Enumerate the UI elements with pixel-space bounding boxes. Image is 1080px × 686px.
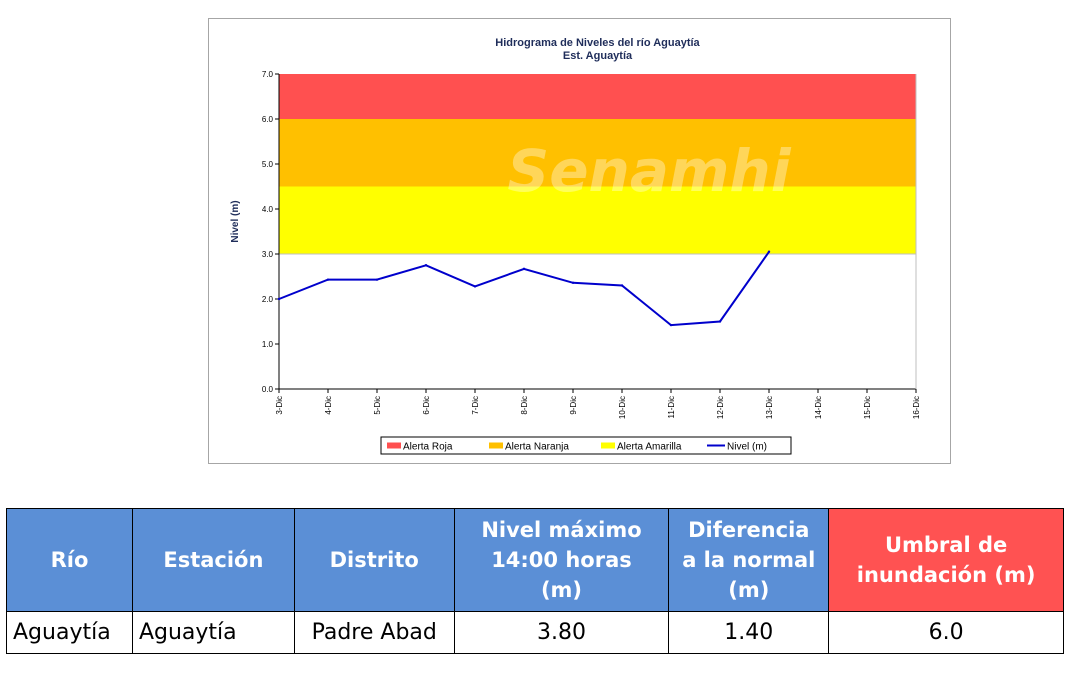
header-dif-line2: a la normal	[682, 548, 816, 572]
header-rio-text: Río	[50, 548, 89, 572]
data-point	[277, 297, 281, 301]
x-tick-label: 11-Dic	[667, 396, 676, 419]
y-tick-label: 5.0	[262, 160, 274, 169]
data-point	[473, 285, 477, 288]
table-row: Aguaytía Aguaytía Padre Abad 3.80 1.40 6…	[6, 611, 1064, 654]
data-point	[620, 284, 624, 287]
header-umbral-line1: Umbral de	[884, 533, 1008, 557]
y-tick-label: 1.0	[262, 340, 274, 349]
x-tick-label: 5-Dic	[373, 396, 382, 415]
x-tick-label: 4-Dic	[324, 396, 333, 415]
x-tick-label: 8-Dic	[520, 396, 529, 415]
header-nivel-line1: Nivel máximo	[481, 518, 642, 542]
chart-title: Hidrograma de Niveles del río Aguaytía	[495, 37, 700, 49]
x-tick-label: 6-Dic	[422, 396, 431, 415]
header-rio: Río	[6, 508, 133, 612]
cell-estacion: Aguaytía	[131, 611, 295, 654]
y-tick-label: 6.0	[262, 115, 274, 124]
y-axis-label: Nivel (m)	[230, 200, 241, 242]
y-tick-label: 4.0	[262, 205, 274, 214]
legend-label: Alerta Amarilla	[617, 442, 682, 453]
cell-rio: Aguaytía	[6, 611, 133, 654]
data-point	[669, 323, 673, 327]
header-estacion: Estación	[131, 508, 295, 612]
header-nivel-line3: (m)	[540, 578, 583, 602]
x-tick-label: 3-Dic	[275, 396, 284, 415]
legend-swatch	[601, 442, 615, 449]
cell-umbral: 6.0	[828, 611, 1064, 654]
table-header-row: Río Estación Distrito Nivel máximo 14:00…	[6, 508, 1064, 612]
header-nivel-line2: 14:00 horas	[491, 548, 632, 572]
header-distrito-text: Distrito	[329, 548, 419, 572]
data-point	[718, 320, 722, 323]
alert-band-1	[279, 119, 916, 187]
cell-diferencia: 1.40	[668, 611, 830, 654]
alert-band-0	[279, 74, 916, 119]
hydrograph-chart: Hidrograma de Niveles del río AguaytíaEs…	[230, 37, 921, 455]
cell-distrito: Padre Abad	[293, 611, 455, 654]
series-line-nivel	[278, 251, 770, 327]
x-tick-label: 13-Dic	[765, 396, 774, 419]
legend-box	[380, 436, 792, 455]
x-tick-label: 14-Dic	[814, 396, 823, 419]
chart-frame: Hidrograma de Niveles del río Aguaytía Es…	[208, 18, 951, 464]
data-point	[767, 250, 771, 253]
x-tick-label: 7-Dic	[471, 396, 480, 415]
watermark-text: Senamhi	[507, 137, 791, 205]
x-tick-label: 15-Dic	[863, 396, 872, 419]
header-umbral-line2: inundación (m)	[856, 563, 1036, 587]
y-tick-label: 0.0	[262, 385, 274, 394]
x-tick-label: 12-Dic	[716, 396, 725, 419]
x-tick-label: 16-Dic	[912, 396, 921, 419]
y-tick-label: 7.0	[262, 70, 274, 79]
station-table: Río Estación Distrito Nivel máximo 14:00…	[6, 508, 1064, 654]
legend-swatch	[489, 442, 503, 449]
chart-subtitle: Est. Aguaytía	[563, 50, 633, 62]
header-estacion-text: Estación	[163, 548, 264, 572]
alert-band-2	[279, 186, 916, 254]
legend-label: Nivel (m)	[727, 442, 767, 453]
data-point	[424, 264, 428, 267]
y-tick-label: 2.0	[262, 295, 274, 304]
header-dif-line3: (m)	[728, 578, 770, 602]
header-umbral: Umbral de inundación (m)	[828, 508, 1064, 612]
header-distrito: Distrito	[293, 508, 455, 612]
data-point	[375, 278, 379, 281]
legend-swatch	[387, 442, 401, 449]
header-nivel-maximo: Nivel máximo 14:00 horas (m)	[453, 508, 670, 612]
data-point	[326, 278, 330, 281]
x-tick-label: 10-Dic	[618, 396, 627, 419]
header-diferencia: Diferencia a la normal (m)	[668, 508, 830, 612]
data-point	[522, 267, 526, 271]
cell-nivel-maximo: 3.80	[453, 611, 670, 654]
x-tick-label: 9-Dic	[569, 396, 578, 415]
legend-label: Alerta Roja	[403, 442, 453, 453]
y-tick-label: 3.0	[262, 250, 274, 259]
header-dif-line1: Diferencia	[688, 518, 810, 542]
legend-label: Alerta Naranja	[505, 442, 569, 453]
data-point	[571, 281, 575, 284]
